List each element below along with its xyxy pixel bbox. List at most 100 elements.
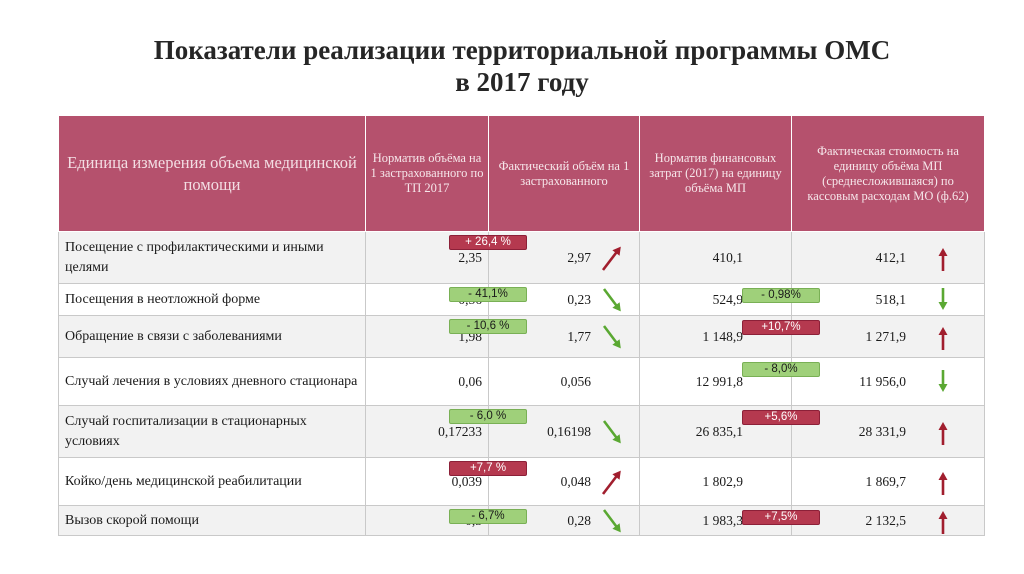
fact-cost-cell: 1 271,9 +10,7% — [742, 315, 985, 358]
volume-trend-arrow-icon — [602, 287, 621, 311]
cost-change-badge: - 8,0% — [742, 362, 820, 377]
page-title: Показатели реализации территориальной пр… — [0, 34, 1024, 98]
norm-volume-cell-value: 0,06 — [458, 373, 482, 389]
norm-cost-cell: 410,1 — [639, 231, 792, 284]
row-name: Койко/день медицинской реабилитации — [58, 457, 366, 506]
title-line-2: в 2017 году — [455, 67, 589, 97]
norm-volume-cell-value: 0,17233 — [438, 423, 482, 439]
volume-change-badge: - 6,7% — [449, 509, 527, 524]
row-name: Посещения в неотложной форме — [58, 283, 366, 316]
row-name-value: Обращение в связи с заболеваниями — [65, 328, 282, 344]
cost-change-badge: +5,6% — [742, 410, 820, 425]
volume-change-badge: +7,7 % — [449, 461, 527, 476]
cost-trend-arrow-icon — [938, 421, 948, 445]
norm-cost-cell: 1 983,3 — [639, 505, 792, 536]
row-name: Посещение с профилактическими и иными це… — [58, 231, 366, 284]
fact-volume-cell: 1,77 - 10,6 % — [449, 315, 640, 358]
row-name: Случай лечения в условиях дневного стаци… — [58, 357, 366, 406]
fact-volume-cell-value: 0,048 — [560, 473, 591, 489]
table-row: Посещение с профилактическими и иными це… — [58, 231, 985, 284]
volume-trend-arrow-icon — [602, 508, 621, 532]
cost-change-badge: +10,7% — [742, 320, 820, 335]
volume-trend-arrow-icon — [601, 470, 621, 495]
row-name-value: Посещение с профилактическими и иными це… — [65, 239, 324, 275]
volume-change-badge: - 41,1% — [449, 287, 527, 302]
cost-change-badge: +7,5% — [742, 510, 820, 525]
cost-trend-arrow-icon — [938, 247, 948, 271]
cost-trend-arrow-icon — [938, 471, 948, 495]
norm-volume-cell: 0,56 — [365, 283, 489, 316]
norm-volume-cell-value: 0,039 — [451, 473, 482, 489]
fact-cost-cell-value: 28 331,9 — [858, 423, 906, 439]
fact-cost-cell: 2 132,5 +7,5% — [742, 505, 985, 536]
row-name-value: Случай лечения в условиях дневного стаци… — [65, 373, 358, 389]
table-row: Койко/день медицинской реабилитации 0,039… — [58, 457, 985, 506]
norm-cost-cell-value: 1 983,3 — [702, 512, 744, 528]
table-row: Случай лечения в условиях дневного стаци… — [58, 357, 985, 406]
norm-cost-cell-value: 12 991,8 — [695, 373, 743, 389]
fact-volume-cell: 0,28 - 6,7% — [449, 505, 640, 536]
fact-volume-cell-value: 0,056 — [560, 373, 591, 389]
volume-trend-arrow-icon — [602, 324, 621, 348]
norm-cost-cell-value: 1 802,9 — [702, 473, 744, 489]
fact-cost-cell: 1 869,7 — [791, 457, 985, 506]
title-line-1: Показатели реализации территориальной пр… — [153, 35, 891, 65]
cost-trend-arrow-icon — [938, 326, 948, 350]
fact-volume-cell: 2,97 + 26,4 % — [449, 231, 640, 284]
volume-change-badge: + 26,4 % — [449, 235, 527, 250]
cost-trend-arrow-icon — [938, 510, 948, 534]
fact-volume-cell-value: 1,77 — [567, 328, 591, 344]
volume-trend-arrow-icon — [601, 246, 621, 271]
header-fact-cost: Фактическая стоимость на единицу объёма … — [791, 115, 985, 232]
table-row: Посещения в неотложной форме 0,56 0,23 - 41… — [58, 283, 985, 316]
header-norm-volume: Норматив объёма на 1 застрахованного по … — [365, 115, 489, 232]
norm-volume-cell-value: 2,35 — [458, 249, 482, 265]
volume-trend-arrow-icon — [602, 419, 621, 443]
row-name-value: Койко/день медицинской реабилитации — [65, 473, 302, 489]
fact-cost-cell: 28 331,9 +5,6% — [742, 405, 985, 458]
volume-change-badge: - 6,0 % — [449, 409, 527, 424]
fact-cost-cell-value: 1 271,9 — [865, 328, 907, 344]
fact-volume-cell: 0,23 - 41,1% — [449, 283, 640, 316]
fact-cost-cell-value: 518,1 — [875, 291, 906, 307]
header-fact-volume: Фактический объём на 1 застрахованного — [488, 115, 640, 232]
indicators-table: Единица измерения объема медицинской пом… — [58, 115, 985, 536]
row-name-value: Случай госпитализации в стационарных усл… — [65, 413, 307, 449]
fact-volume-cell-value: 0,16198 — [547, 423, 591, 439]
fact-volume-cell-value: 2,97 — [567, 249, 591, 265]
header-unit: Единица измерения объема медицинской пом… — [58, 115, 366, 232]
row-name: Случай госпитализации в стационарных усл… — [58, 405, 366, 458]
table-header-row: Единица измерения объема медицинской пом… — [58, 115, 985, 232]
fact-cost-cell-value: 1 869,7 — [865, 473, 907, 489]
cost-trend-arrow-icon — [938, 369, 948, 392]
fact-cost-cell-value: 412,1 — [875, 249, 906, 265]
table-row: Обращение в связи с заболеваниями 1,98 1,7… — [58, 315, 985, 358]
norm-volume-cell: 0,06 — [365, 357, 489, 406]
fact-volume-cell-value: 0,23 — [567, 291, 591, 307]
row-name-value: Вызов скорой помощи — [65, 512, 199, 528]
norm-cost-cell-value: 524,9 — [712, 291, 743, 307]
row-name: Обращение в связи с заболеваниями — [58, 315, 366, 358]
fact-volume-cell: 0,048 +7,7 % — [449, 457, 640, 506]
norm-cost-cell-value: 1 148,9 — [702, 328, 744, 344]
fact-cost-cell: 518,1 - 0,98% — [742, 283, 985, 316]
fact-cost-cell-value: 2 132,5 — [865, 512, 907, 528]
header-norm-cost: Норматив финансовых затрат (2017) на еди… — [639, 115, 792, 232]
cost-trend-arrow-icon — [938, 287, 948, 310]
fact-cost-cell: 11 956,0 - 8,0% — [742, 357, 985, 406]
table-row: Случай госпитализации в стационарных усл… — [58, 405, 985, 458]
fact-cost-cell: 412,1 — [791, 231, 985, 284]
row-name-value: Посещения в неотложной форме — [65, 291, 261, 307]
volume-change-badge: - 10,6 % — [449, 319, 527, 334]
norm-cost-cell-value: 26 835,1 — [695, 423, 743, 439]
norm-cost-cell: 1 802,9 — [639, 457, 792, 506]
cost-change-badge: - 0,98% — [742, 288, 820, 303]
fact-cost-cell-value: 11 956,0 — [859, 373, 906, 389]
fact-volume-cell: 0,056 — [488, 357, 640, 406]
row-name: Вызов скорой помощи — [58, 505, 366, 536]
fact-volume-cell-value: 0,28 — [567, 512, 591, 528]
fact-volume-cell: 0,16198 - 6,0 % — [449, 405, 640, 458]
norm-volume-cell: 0,039 — [365, 457, 489, 506]
norm-cost-cell-value: 410,1 — [712, 249, 743, 265]
